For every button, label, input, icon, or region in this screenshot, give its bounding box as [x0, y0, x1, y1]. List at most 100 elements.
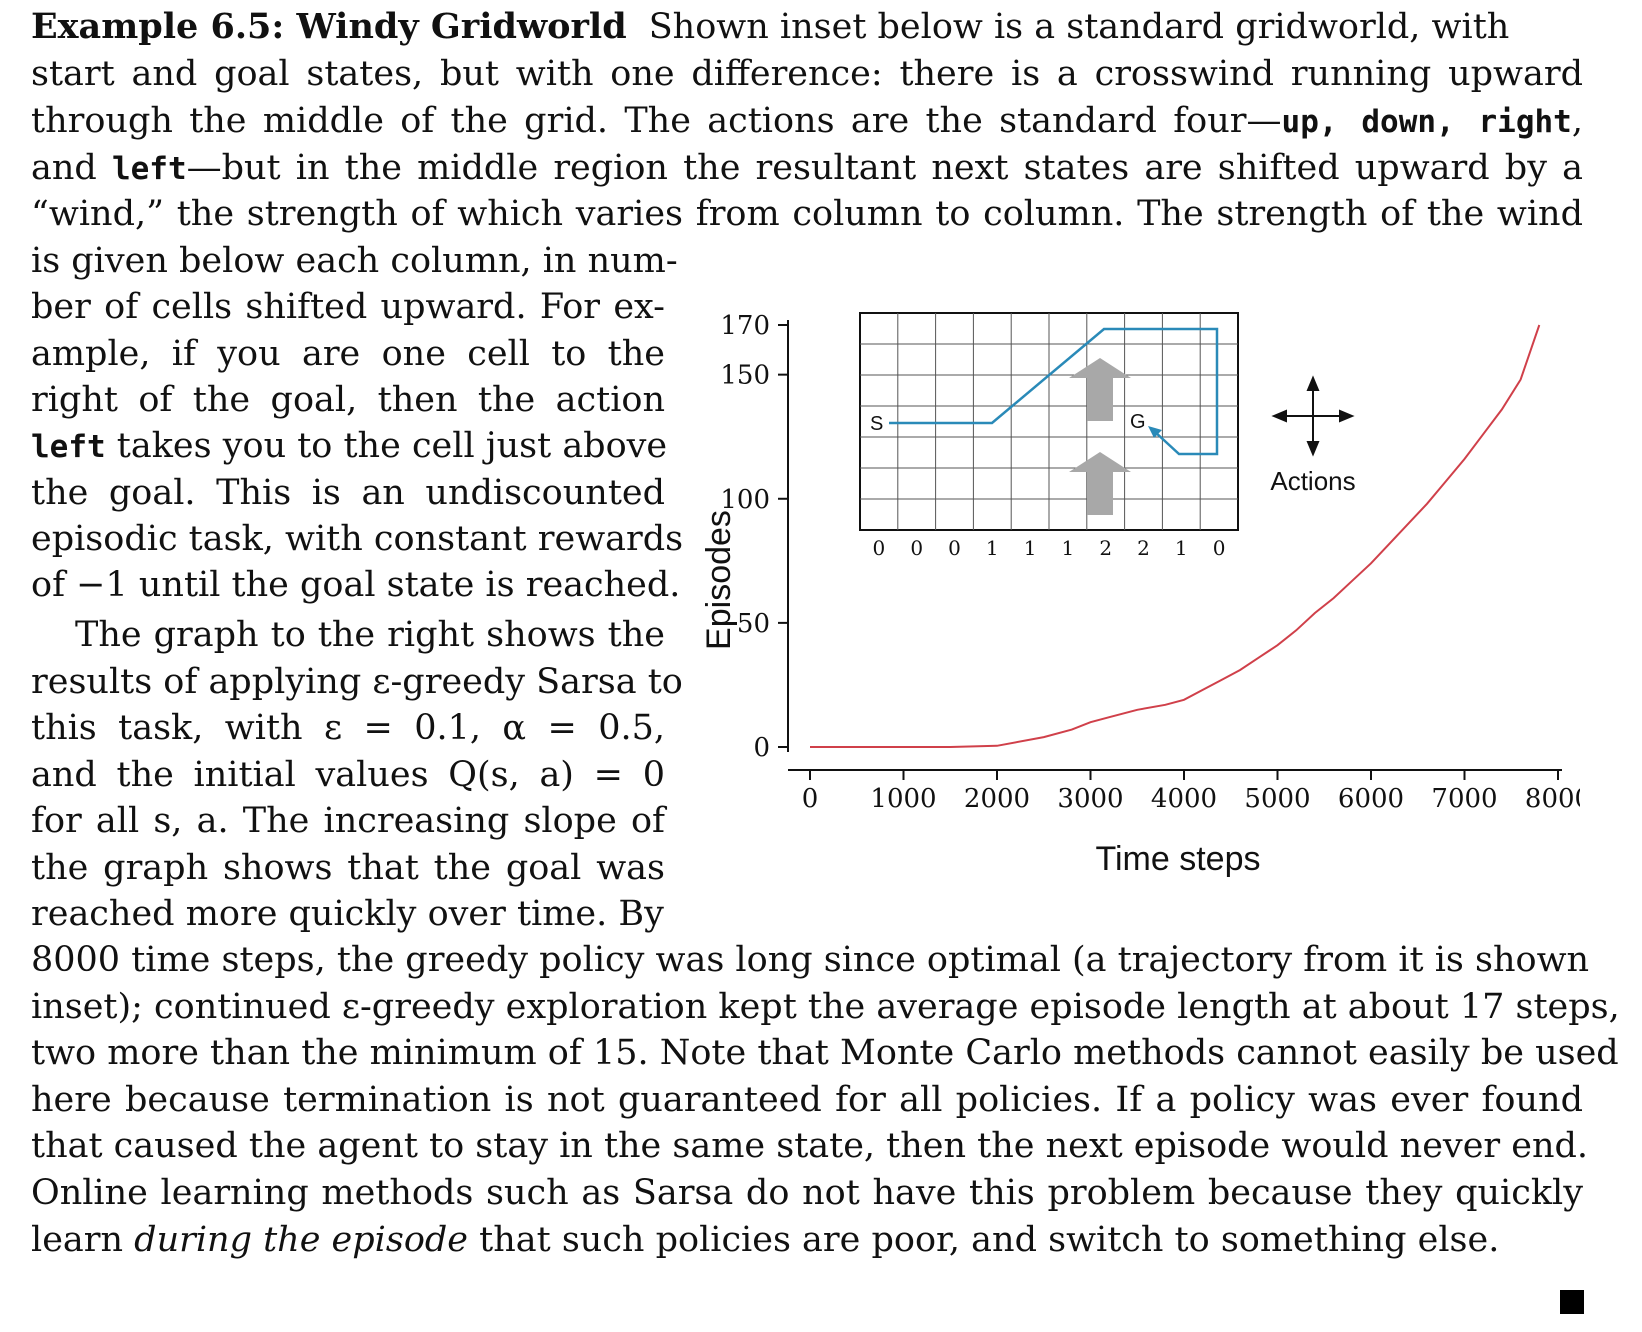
paper-line: right of the goal, then the action: [31, 380, 665, 420]
line-text: “wind,” the strength of which varies fro…: [31, 194, 1583, 234]
line-text: and: [31, 148, 112, 188]
line-text: the goal. This is an undiscounted: [31, 473, 665, 513]
paper-line: through the middle of the grid. The acti…: [31, 101, 1583, 142]
y-tick-label: 0: [753, 733, 770, 763]
code-keyword: up, down, right: [1281, 104, 1572, 140]
line-text: reached more quickly over time. By: [31, 894, 664, 934]
x-tick-label: 7000: [1431, 784, 1497, 814]
y-tick-label: 170: [720, 311, 770, 341]
code-keyword: left: [111, 151, 187, 187]
line-text: of −1 until the goal state is reached.: [31, 565, 681, 605]
wind-strength-label: 2: [1099, 536, 1112, 560]
start-label: S: [870, 413, 883, 435]
wind-arrow-upper: [1069, 358, 1131, 421]
paper-line: start and goal states, but with one diff…: [31, 54, 1583, 94]
wind-strength-label: 1: [986, 536, 999, 560]
x-tick-label: 2000: [964, 784, 1030, 814]
paper-line: Online learning methods such as Sarsa do…: [31, 1173, 1583, 1213]
y-tick-label: 50: [737, 609, 770, 639]
optimal-trajectory: [889, 327, 1219, 456]
inset-grid-lines: [860, 313, 1238, 530]
paper-line: inset); continued ε-greedy exploration k…: [31, 987, 1620, 1027]
line-text: learn: [31, 1220, 135, 1260]
paper-line: ber of cells shifted upward. For ex-: [31, 287, 665, 327]
line-text: episodic task, with constant rewards: [31, 519, 684, 559]
line-text: 8000 time steps, the greedy policy was l…: [31, 940, 1590, 980]
wind-strength-label: 1: [1062, 536, 1075, 560]
wind-strength-label: 0: [1213, 536, 1226, 560]
y-axis-ticks: 0 50 100 150 170: [720, 311, 788, 763]
paper-line: The graph to the right shows the: [75, 615, 665, 655]
line-text: two more than the minimum of 15. Note th…: [31, 1033, 1619, 1073]
line-text: results of applying ε-greedy Sarsa to: [31, 662, 683, 702]
wind-strength-label: 2: [1137, 536, 1150, 560]
paper-line: two more than the minimum of 15. Note th…: [31, 1033, 1619, 1073]
wind-strength-label: 1: [1024, 536, 1037, 560]
paper-line: episodic task, with constant rewards: [31, 519, 683, 559]
line-text: inset); continued ε-greedy exploration k…: [31, 987, 1620, 1027]
x-axis-ticks: 0 1000 2000 3000 4000 5000 6000 7000 8000: [802, 770, 1580, 814]
paper-line: the goal. This is an undiscounted: [31, 473, 665, 513]
paper-line: is given below each column, in num-: [31, 241, 678, 281]
x-tick-label: 5000: [1244, 784, 1310, 814]
paper-line: ample, if you are one cell to the: [31, 334, 665, 374]
paper-line: “wind,” the strength of which varies fro…: [31, 194, 1583, 234]
x-tick-label: 6000: [1338, 784, 1404, 814]
trajectory-arrowhead: [1148, 426, 1162, 438]
line-text: for all s, a. The increasing slope of: [31, 801, 665, 841]
paper-line: and left—but in the middle region the re…: [31, 148, 1583, 189]
line-text: ample, if you are one cell to the: [31, 334, 665, 374]
x-axis-label: Time steps: [1095, 840, 1260, 878]
wind-strength-label: 0: [873, 536, 886, 560]
line-text: here because termination is not guarante…: [31, 1080, 1583, 1120]
paper-line: results of applying ε-greedy Sarsa to: [31, 662, 683, 702]
series-layer: [810, 324, 1541, 748]
paper-line: left takes you to the cell just above: [31, 426, 668, 467]
wind-strength-label: 0: [948, 536, 961, 560]
line-text: Online learning methods such as Sarsa do…: [31, 1173, 1583, 1213]
actions-cross-icon: [1271, 375, 1355, 457]
line-text: through the middle of the grid. The acti…: [31, 101, 1282, 141]
line-text: that such policies are poor, and switch …: [468, 1220, 1500, 1260]
x-tick-label: 8000: [1525, 784, 1580, 814]
x-tick-label: 1000: [870, 784, 936, 814]
code-keyword: left: [31, 429, 106, 465]
line-text: takes you to the cell just above: [105, 426, 668, 466]
line-text: Shown inset below is a standard gridworl…: [648, 7, 1510, 47]
example-title: Example 6.5: Windy Gridworld: [31, 6, 627, 47]
paper-line: that caused the agent to stay in the sam…: [31, 1126, 1588, 1166]
line-text: the graph shows that the goal was: [31, 848, 665, 888]
line-text: ber of cells shifted upward. For ex-: [31, 287, 665, 327]
x-tick-label: 0: [802, 784, 819, 814]
paper-line: of −1 until the goal state is reached.: [31, 565, 680, 605]
paper-line: learn during the episode that such polic…: [31, 1220, 1499, 1260]
paper-line: and the initial values Q(s, a) = 0: [31, 755, 665, 795]
wind-strength-label: 1: [1175, 536, 1188, 560]
end-of-example-marker: [1560, 1290, 1584, 1314]
y-tick-label: 150: [720, 361, 770, 391]
line-text: ,: [1571, 101, 1583, 141]
x-tick-label: 3000: [1057, 784, 1123, 814]
line-text: right of the goal, then the action: [31, 380, 665, 420]
paper-line: the graph shows that the goal was: [31, 848, 665, 888]
paper-line: here because termination is not guarante…: [31, 1080, 1583, 1120]
line-text: this task, with ε = 0.1, α = 0.5,: [31, 708, 665, 748]
line-text: start and goal states, but with one diff…: [31, 54, 1583, 94]
line-text: that caused the agent to stay in the sam…: [31, 1126, 1589, 1166]
paper-line: this task, with ε = 0.1, α = 0.5,: [31, 708, 665, 748]
actions-label: Actions: [1270, 466, 1355, 496]
wind-strength-label: 0: [910, 536, 923, 560]
y-axis-label: Episodes: [700, 510, 738, 650]
line-text: —but in the middle region the resultant …: [186, 148, 1583, 188]
paper-line: reached more quickly over time. By: [31, 894, 665, 934]
paper-line: Example 6.5: Windy Gridworld Shown inset …: [31, 6, 1583, 48]
paper-line: 8000 time steps, the greedy policy was l…: [31, 940, 1589, 980]
goal-label: G: [1130, 411, 1146, 433]
y-tick-label: 100: [720, 485, 770, 515]
paper-line: for all s, a. The increasing slope of: [31, 801, 665, 841]
line-text: is given below each column, in num-: [31, 241, 678, 281]
emphasis-text: during the episode: [134, 1220, 469, 1260]
